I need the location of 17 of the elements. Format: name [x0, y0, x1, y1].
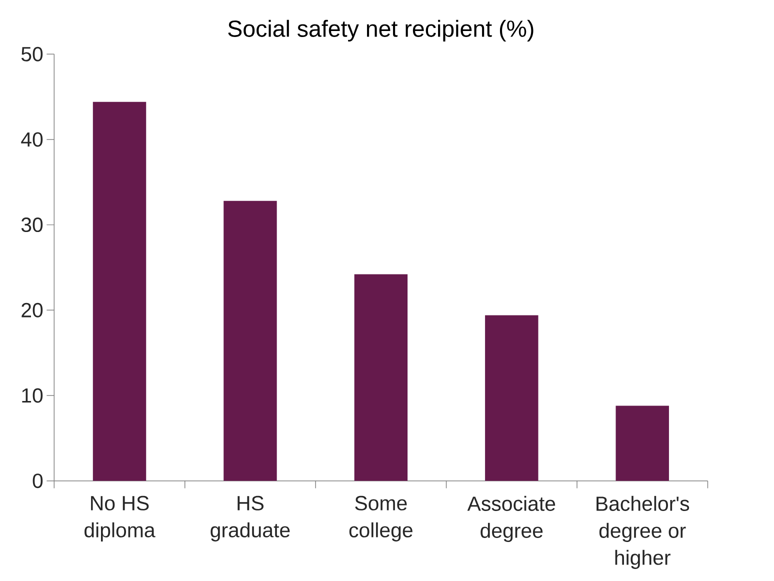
bar	[354, 274, 408, 481]
y-tick-label: 20	[22, 303, 43, 318]
y-tick-label: 40	[21, 132, 43, 147]
x-tick-label: Bachelor's degree or higher	[596, 496, 690, 570]
chart-title: Social safety net recipient (%)	[228, 20, 534, 42]
bar	[485, 315, 538, 481]
x-tick-label: Some college	[349, 496, 412, 542]
y-tick-label: 0	[32, 474, 43, 488]
x-tick-label: HS graduate	[210, 496, 290, 542]
y-tick-label: 50	[21, 47, 43, 62]
bar	[616, 406, 669, 481]
bar	[224, 201, 277, 481]
bar	[92, 102, 146, 481]
y-tick-label: 10	[22, 388, 43, 403]
y-tick-label: 30	[21, 218, 43, 232]
x-tick-label: Associate degree	[467, 496, 556, 542]
x-tick-label: No HS diploma	[84, 496, 156, 542]
